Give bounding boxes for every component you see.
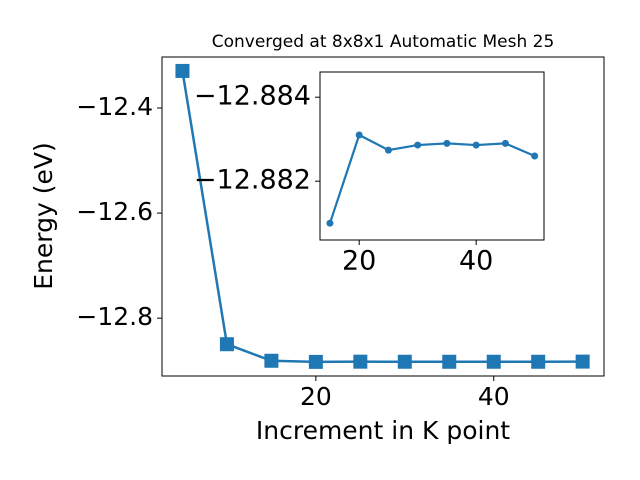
data-point — [486, 354, 501, 369]
data-point — [326, 219, 334, 227]
data-point — [531, 152, 539, 160]
data-point — [442, 354, 457, 369]
x-axis-label: Increment in K point — [256, 416, 510, 445]
data-point — [175, 63, 190, 78]
chart-title: Converged at 8x8x1 Automatic Mesh 25 — [212, 32, 555, 52]
data-point — [531, 354, 546, 369]
data-point — [264, 353, 279, 368]
data-point — [575, 354, 590, 369]
plot-area — [319, 71, 545, 241]
y-tick-label: −12.6 — [76, 197, 153, 226]
data-point — [414, 141, 422, 149]
y-tick-label: −12.882 — [194, 165, 311, 196]
y-axis-label: Energy (eV) — [29, 142, 58, 289]
data-point — [219, 337, 234, 352]
data-point — [472, 141, 480, 149]
data-point — [501, 139, 509, 147]
x-tick-label: 40 — [478, 382, 510, 411]
data-point — [384, 146, 392, 154]
y-tick-label: −12.884 — [194, 81, 311, 112]
data-point — [355, 131, 363, 139]
x-tick-label: 20 — [300, 382, 332, 411]
x-tick-label: 40 — [459, 246, 493, 277]
data-line — [328, 133, 536, 224]
data-point — [443, 139, 451, 147]
data-point — [397, 354, 412, 369]
data-point — [353, 354, 368, 369]
data-line — [181, 70, 583, 364]
x-tick-label: 20 — [342, 246, 376, 277]
data-point — [308, 354, 323, 369]
y-tick-label: −12.8 — [76, 302, 153, 331]
y-tick-label: −12.4 — [76, 92, 153, 121]
